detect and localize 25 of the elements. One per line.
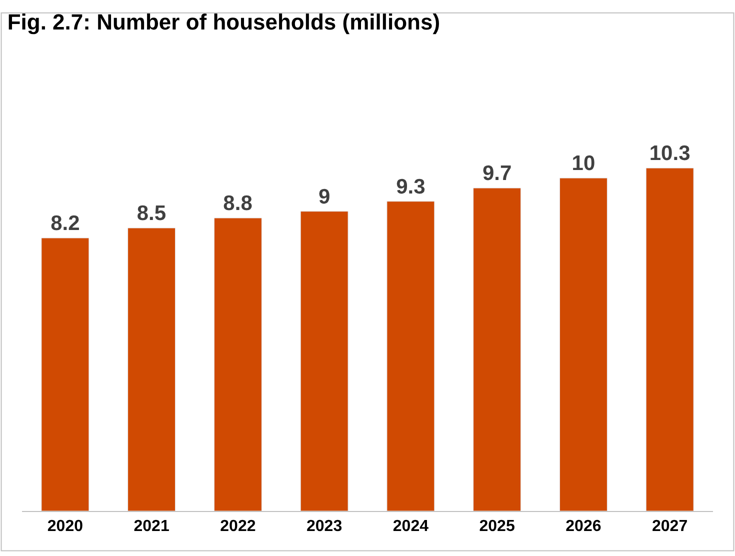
data-label: 9.7: [482, 162, 512, 186]
bar: [559, 178, 608, 511]
data-label: 10.3: [649, 142, 690, 166]
bar: [300, 211, 348, 511]
bar: [473, 188, 522, 511]
x-tick-label: 2025: [479, 518, 515, 536]
data-label: 8.2: [50, 212, 80, 235]
x-tick-label: 2022: [220, 518, 256, 536]
x-tick-label: 2024: [392, 518, 429, 536]
x-tick-label: 2020: [47, 518, 84, 536]
data-label: 9: [318, 185, 330, 208]
data-label: 8.5: [136, 202, 166, 225]
data-label: 9.3: [396, 175, 426, 198]
bar: [646, 168, 694, 511]
bar: [41, 238, 90, 511]
data-label: 10: [572, 152, 596, 176]
bar: [128, 228, 176, 511]
x-tick-label: 2026: [566, 518, 602, 536]
bar: [386, 201, 435, 511]
x-tick-label: 2023: [306, 518, 342, 536]
data-label: 8.8: [223, 192, 253, 215]
bar: [214, 218, 262, 511]
chart-title: Fig. 2.7: Number of households (millions): [7, 9, 440, 34]
x-tick-label: 2021: [134, 518, 170, 536]
x-tick-label: 2027: [652, 518, 688, 536]
